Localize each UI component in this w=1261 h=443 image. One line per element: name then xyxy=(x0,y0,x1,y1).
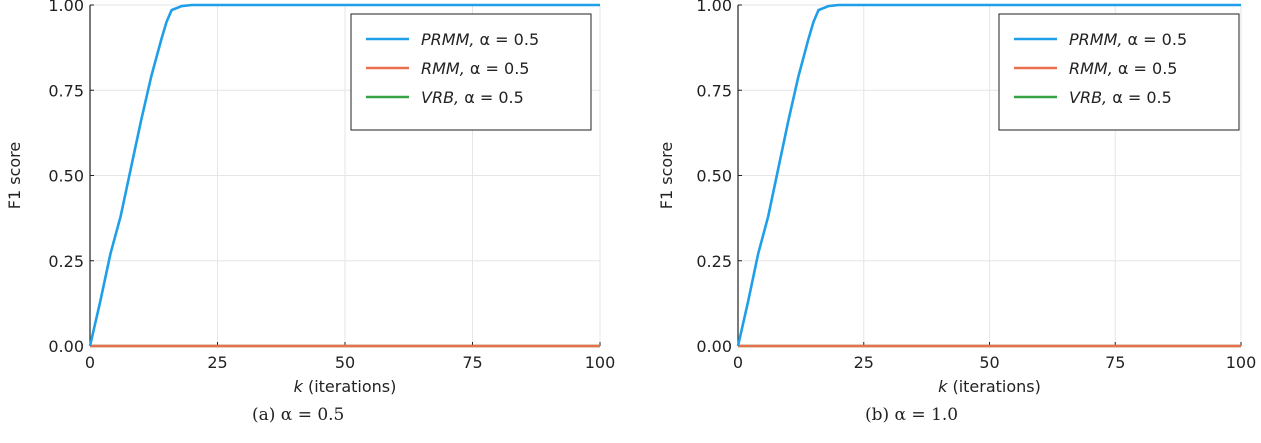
x-tick-label: 0 xyxy=(85,353,95,372)
line-chart-b: 0 25 50 75 100 0.00 0.25 0.50 0.75 1.00 k (iterati… xyxy=(657,0,1257,396)
legend-box xyxy=(998,13,1240,131)
x-axis-label-var: k xyxy=(294,377,304,396)
legend-label: PRMM, α = 0.5 xyxy=(421,30,539,49)
y-tick-label: 0.50 xyxy=(48,167,84,186)
y-axis-label: F1 score xyxy=(5,142,24,209)
legend-label: PRMM, α = 0.5 xyxy=(1069,30,1187,49)
y-tick-label: 0.00 xyxy=(48,337,84,356)
x-tick-label: 25 xyxy=(854,353,874,372)
x-tick-label: 0 xyxy=(733,353,743,372)
legend-method: PRMM, xyxy=(1069,30,1128,49)
x-tick-label: 100 xyxy=(585,353,616,372)
x-tick-label: 50 xyxy=(979,353,999,372)
line-chart-a: 0 25 50 75 100 0.00 0.25 0.50 0.75 1.00 k (iterati… xyxy=(5,0,616,396)
legend-method: VRB, xyxy=(1069,88,1112,107)
legend-param: α = 0.5 xyxy=(1112,88,1172,107)
legend-label: RMM, α = 0.5 xyxy=(1069,59,1177,78)
y-tick-label: 1.00 xyxy=(696,0,732,15)
legend-param: α = 0.5 xyxy=(470,59,530,78)
chart-panel-b: 0 25 50 75 100 0.00 0.25 0.50 0.75 1.00 k (iterati… xyxy=(648,0,1261,443)
y-axis-label: F1 score xyxy=(657,142,676,209)
series-line xyxy=(736,3,1241,347)
y-tick-label: 0.25 xyxy=(48,252,84,271)
legend-method: VRB, xyxy=(421,88,464,107)
x-axis-label: k (iterations) xyxy=(294,377,397,396)
legend-param: α = 0.5 xyxy=(1118,59,1178,78)
x-axis-label: k (iterations) xyxy=(938,377,1041,396)
caption-b: (b) α = 1.0 xyxy=(865,405,959,425)
legend-box xyxy=(350,13,592,131)
legend-method: RMM, xyxy=(1069,59,1118,78)
caption-a: (a) α = 0.5 xyxy=(252,405,345,425)
legend-param: α = 0.5 xyxy=(464,88,524,107)
x-tick-label: 50 xyxy=(335,353,355,372)
chart-panel-a: 0 25 50 75 100 0.00 0.25 0.50 0.75 1.00 k (iterati… xyxy=(0,0,630,443)
legend-method: RMM, xyxy=(421,59,470,78)
y-tick-label: 1.00 xyxy=(48,0,84,15)
legend-method: PRMM, xyxy=(421,30,480,49)
x-tick-label: 75 xyxy=(1105,353,1125,372)
legend-param: α = 0.5 xyxy=(480,30,540,49)
series-line xyxy=(88,3,600,347)
legend-label: RMM, α = 0.5 xyxy=(421,59,529,78)
x-tick-label: 100 xyxy=(1226,353,1257,372)
x-axis-label-var: k xyxy=(938,377,948,396)
y-tick-label: 0.50 xyxy=(696,167,732,186)
legend-label: VRB, α = 0.5 xyxy=(1069,88,1172,107)
y-tick-label: 0.75 xyxy=(48,81,84,100)
y-tick-label: 0.25 xyxy=(696,252,732,271)
y-tick-label: 0.75 xyxy=(696,81,732,100)
legend-label: VRB, α = 0.5 xyxy=(421,88,524,107)
legend-param: α = 0.5 xyxy=(1128,30,1188,49)
x-tick-label: 75 xyxy=(462,353,482,372)
x-tick-label: 25 xyxy=(207,353,227,372)
y-tick-label: 0.00 xyxy=(696,337,732,356)
